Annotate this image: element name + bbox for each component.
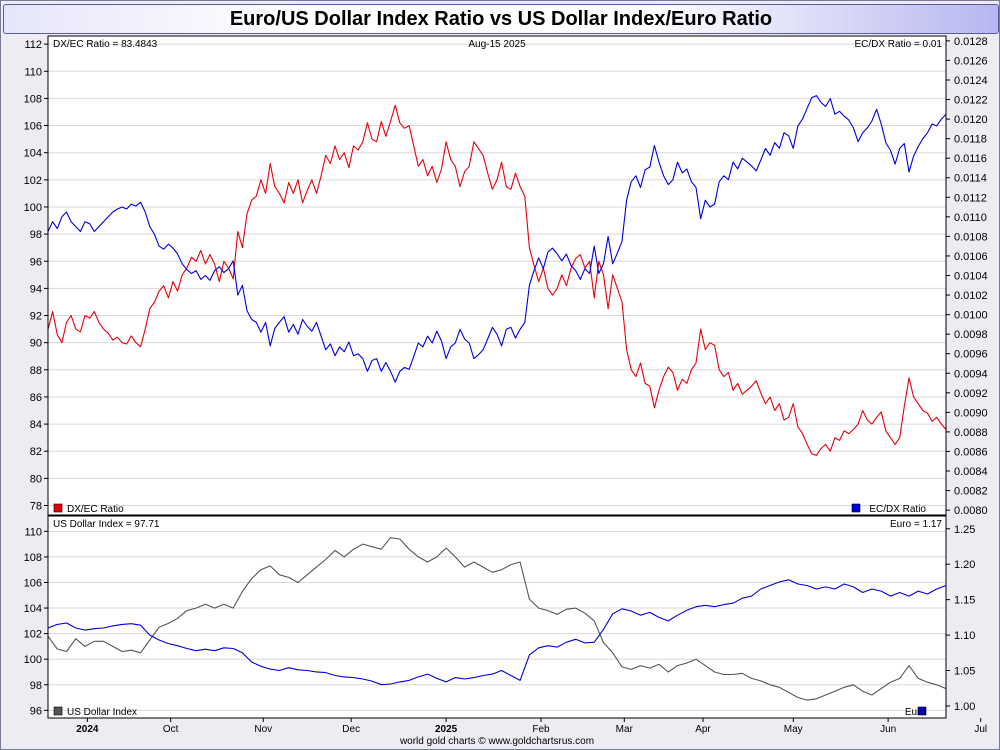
top-legend-label-left: DX/EC Ratio [67, 504, 124, 515]
bottom-left-tick-label: 96 [30, 705, 42, 717]
top-left-tick-label: 104 [24, 148, 42, 160]
top-left-tick-label: 96 [30, 256, 42, 268]
bottom-right-tick-label: 1.15 [954, 595, 975, 607]
top-header-right: EC/DX Ratio = 0.01 [854, 39, 942, 50]
bottom-left-tick-label: 110 [24, 526, 42, 538]
top-legend-label-right: EC/DX Ratio [869, 504, 926, 515]
bottom-legend-swatch-left [53, 706, 63, 716]
top-header-center: Aug-15 2025 [468, 39, 526, 50]
title-bar: Euro/US Dollar Index Ratio vs US Dollar … [3, 4, 999, 34]
top-left-tick-label: 102 [24, 175, 42, 187]
top-header-left: DX/EC Ratio = 83.4843 [53, 39, 158, 50]
top-right-tick-label: 0.0100 [954, 310, 988, 322]
top-right-tick-label: 0.0126 [954, 55, 988, 67]
bottom-left-tick-label: 108 [24, 552, 42, 564]
x-tick-label: 2025 [435, 724, 458, 735]
top-right-tick-label: 0.0104 [954, 271, 988, 283]
bottom-legend-label-right: Euro [905, 707, 927, 718]
bottom-panel-border [47, 515, 947, 719]
bottom-right-tick-label: 1.10 [954, 630, 975, 642]
bottom-left-tick-label: 102 [24, 629, 42, 641]
top-legend-swatch-left [53, 503, 63, 513]
top-left-tick-label: 106 [24, 121, 42, 133]
top-right-tick-label: 0.0110 [954, 212, 987, 224]
top-left-tick-label: 86 [30, 392, 42, 404]
top-right-tick-label: 0.0116 [954, 153, 987, 165]
x-tick-label: Jun [880, 724, 896, 735]
bottom-header-right: Euro = 1.17 [890, 519, 942, 530]
x-tick-label: Dec [342, 724, 360, 735]
top-left-tick-label: 112 [24, 39, 42, 51]
bottom-right-tick-label: 1.20 [954, 559, 975, 571]
top-series-line-left [47, 104, 947, 456]
chart-title: Euro/US Dollar Index Ratio vs US Dollar … [229, 8, 773, 30]
top-right-tick-label: 0.0096 [954, 349, 988, 361]
bottom-header-left: US Dollar Index = 97.71 [53, 519, 160, 530]
top-legend-swatch-right [851, 503, 861, 513]
top-series-line-right [47, 95, 947, 383]
bottom-plot-area [48, 516, 946, 718]
top-left-tick-label: 88 [30, 365, 42, 377]
x-tick-label: Mar [616, 724, 634, 735]
top-left-tick-label: 92 [30, 311, 42, 323]
x-tick-label: Apr [695, 724, 711, 735]
top-left-tick-label: 90 [30, 338, 42, 350]
bottom-legend-label-left: US Dollar Index [67, 707, 137, 718]
top-right-tick-label: 0.0086 [954, 446, 988, 458]
bottom-left-tick-label: 100 [24, 654, 42, 666]
top-plot-area [48, 36, 946, 515]
top-left-tick-label: 82 [30, 446, 42, 458]
x-tick-label: Jul [974, 724, 987, 735]
top-right-tick-label: 0.0084 [954, 466, 988, 478]
bottom-series-line-right [47, 579, 947, 686]
x-tick-label: Oct [163, 724, 179, 735]
top-right-tick-label: 0.0098 [954, 329, 988, 341]
bottom-left-tick-label: 106 [24, 577, 42, 589]
top-right-tick-label: 0.0108 [954, 231, 988, 243]
top-right-tick-label: 0.0082 [954, 486, 988, 498]
top-right-tick-label: 0.0094 [954, 368, 988, 380]
top-right-tick-label: 0.0080 [954, 505, 988, 517]
top-panel-border [47, 35, 947, 516]
bottom-right-tick-label: 1.25 [954, 524, 975, 536]
top-right-tick-label: 0.0106 [954, 251, 988, 263]
top-left-tick-label: 108 [24, 93, 42, 105]
top-right-tick-label: 0.0122 [954, 95, 988, 107]
top-right-tick-label: 0.0120 [954, 114, 988, 126]
bottom-legend-swatch-right [917, 706, 927, 716]
top-left-tick-label: 110 [24, 66, 42, 78]
top-right-tick-label: 0.0124 [954, 75, 988, 87]
x-tick-label: 2024 [76, 724, 99, 735]
bottom-right-tick-label: 1.00 [954, 701, 975, 713]
x-tick-label: Nov [254, 724, 272, 735]
top-right-tick-label: 0.0112 [954, 192, 987, 204]
top-left-tick-label: 80 [30, 473, 42, 485]
top-left-tick-label: 78 [30, 501, 42, 513]
top-right-tick-label: 0.0118 [954, 134, 987, 146]
top-right-tick-label: 0.0090 [954, 407, 988, 419]
top-right-tick-label: 0.0114 [954, 173, 987, 185]
top-left-tick-label: 84 [30, 419, 42, 431]
bottom-left-tick-label: 104 [24, 603, 42, 615]
top-right-tick-label: 0.0128 [954, 36, 988, 48]
top-right-tick-label: 0.0092 [954, 388, 988, 400]
top-left-tick-label: 100 [24, 202, 42, 214]
bottom-left-tick-label: 98 [30, 680, 42, 692]
footer-credit: world gold charts © www.goldchartsrus.co… [399, 736, 594, 747]
bottom-series-line-left [47, 537, 947, 701]
top-left-tick-label: 98 [30, 229, 42, 241]
top-right-tick-label: 0.0088 [954, 427, 988, 439]
bottom-right-tick-label: 1.05 [954, 666, 975, 678]
x-tick-label: Feb [532, 724, 550, 735]
top-left-tick-label: 94 [30, 283, 42, 295]
x-tick-label: May [784, 724, 803, 735]
top-right-tick-label: 0.0102 [954, 290, 988, 302]
